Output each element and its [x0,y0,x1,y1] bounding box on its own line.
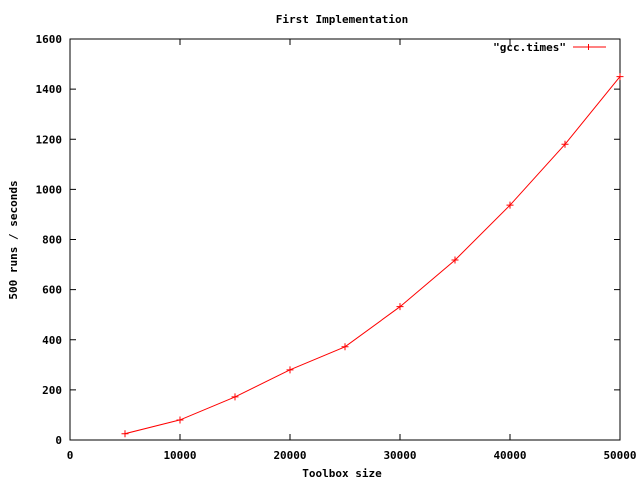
y-axis: 0 200 400 600 800 1000 1200 1400 1600 [36,33,620,447]
data-point-marker [616,73,624,81]
x-tick-label: 40000 [493,449,526,462]
y-tick-label: 1200 [36,133,63,146]
x-tick-label: 50000 [603,449,636,462]
y-axis-label: 500 runs / seconds [7,180,20,299]
data-point-marker [396,303,404,311]
x-tick-label: 10000 [163,449,196,462]
y-tick-label: 0 [55,434,62,447]
data-point-marker [506,201,514,209]
x-axis-label: Toolbox size [302,467,382,480]
x-tick-label: 30000 [383,449,416,462]
data-point-marker [341,343,349,351]
data-point-marker [231,393,239,401]
data-point-marker [286,366,294,374]
legend-marker [585,44,592,50]
y-tick-label: 1400 [36,83,63,96]
x-axis: 0 10000 20000 30000 40000 50000 [67,39,637,462]
x-tick-label: 0 [67,449,74,462]
y-tick-label: 400 [42,334,62,347]
x-tick-label: 20000 [273,449,306,462]
y-tick-label: 1000 [36,183,63,196]
data-point-marker [561,140,569,148]
data-point-marker [176,416,184,424]
legend-label: "gcc.times" [493,41,566,54]
plot-frame [69,38,621,441]
chart-title: First Implementation [276,13,408,26]
data-point-marker [121,430,129,438]
series-line [124,76,621,435]
y-tick-label: 1600 [36,33,63,46]
y-tick-label: 800 [42,234,62,247]
legend: "gcc.times" [493,41,606,54]
y-tick-label: 600 [42,284,62,297]
y-tick-label: 200 [42,384,62,397]
series-layer [121,73,624,438]
data-point-marker [451,256,459,264]
